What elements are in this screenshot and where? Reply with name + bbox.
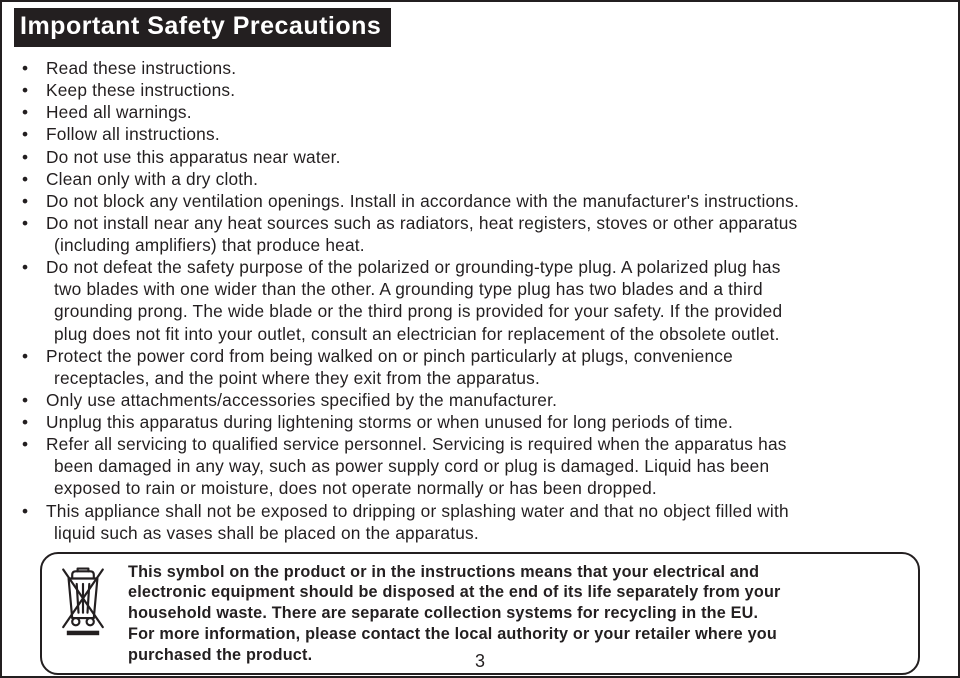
bullet-item: • Refer all servicing to qualified servi… <box>46 433 926 455</box>
weee-line: electronic equipment should be disposed … <box>128 582 904 603</box>
page-number: 3 <box>2 651 958 672</box>
weee-line: For more information, please contact the… <box>128 624 904 645</box>
bullet-item: • Do not install near any heat sources s… <box>46 212 926 234</box>
weee-bin-icon <box>54 562 112 640</box>
bullet-continuation: been damaged in any way, such as power s… <box>46 455 926 477</box>
bullet-item: • This appliance shall not be exposed to… <box>46 500 926 522</box>
bullet-item: • Protect the power cord from being walk… <box>46 345 926 367</box>
bullet-continuation: receptacles, and the point where they ex… <box>46 367 926 389</box>
weee-notice-text: This symbol on the product or in the ins… <box>128 562 904 666</box>
bullet-item: • Unplug this apparatus during lightenin… <box>46 411 926 433</box>
bullet-continuation: grounding prong. The wide blade or the t… <box>46 300 926 322</box>
bullet-item: • Read these instructions. <box>46 57 926 79</box>
bullet-item: • Heed all warnings. <box>46 101 926 123</box>
bullet-item: • Do not use this apparatus near water. <box>46 146 926 168</box>
bullet-continuation: exposed to rain or moisture, does not op… <box>46 477 926 499</box>
page-title: Important Safety Precautions <box>14 8 391 47</box>
bullet-continuation: liquid such as vases shall be placed on … <box>46 522 926 544</box>
bullet-item: • Keep these instructions. <box>46 79 926 101</box>
bullet-item: • Follow all instructions. <box>46 123 926 145</box>
weee-line: household waste. There are separate coll… <box>128 603 904 624</box>
manual-page: Important Safety Precautions • Read thes… <box>0 0 960 678</box>
bullet-continuation: (including amplifiers) that produce heat… <box>46 234 926 256</box>
bullet-item: • Do not block any ventilation openings.… <box>46 190 926 212</box>
bullet-item: • Clean only with a dry cloth. <box>46 168 926 190</box>
weee-line: This symbol on the product or in the ins… <box>128 562 904 583</box>
bullet-item: • Do not defeat the safety purpose of th… <box>46 256 926 278</box>
bullet-continuation: plug does not fit into your outlet, cons… <box>46 323 926 345</box>
safety-bullet-list: • Read these instructions.• Keep these i… <box>34 57 926 544</box>
bullet-continuation: two blades with one wider than the other… <box>46 278 926 300</box>
bullet-item: • Only use attachments/accessories speci… <box>46 389 926 411</box>
